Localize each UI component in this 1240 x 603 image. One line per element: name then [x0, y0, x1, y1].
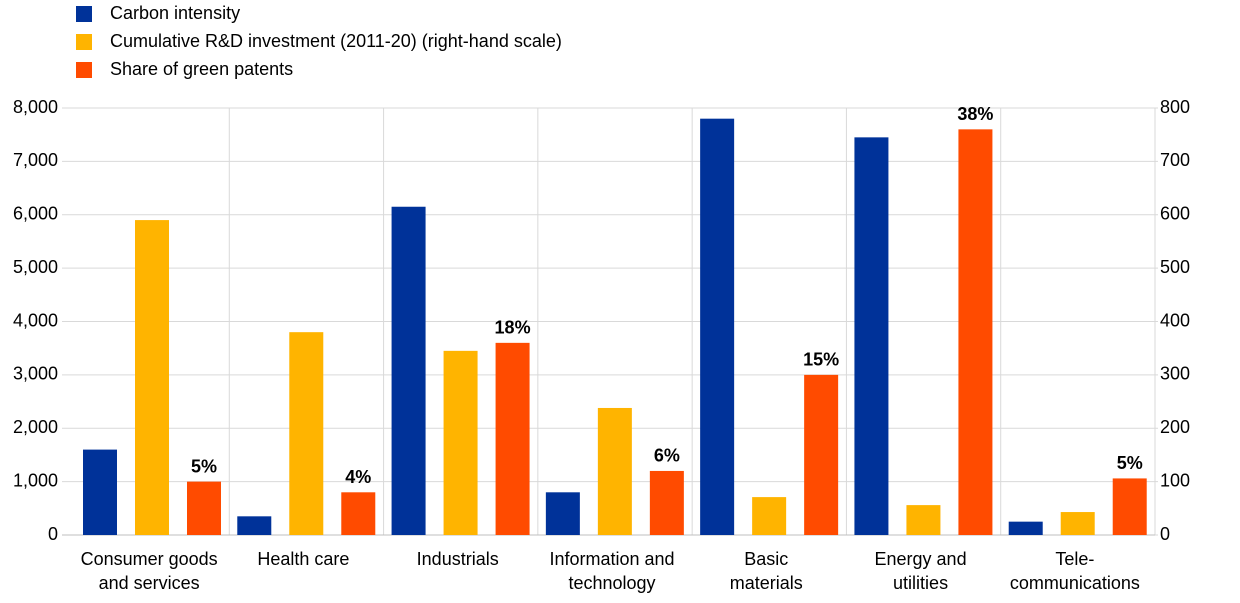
bar: [752, 497, 787, 535]
y2-tick-label: 700: [1160, 150, 1190, 170]
data-label: 15%: [803, 350, 839, 370]
bar: [854, 137, 889, 535]
data-label: 4%: [345, 467, 371, 487]
data-label: 18%: [495, 318, 531, 338]
bar: [804, 374, 839, 535]
x-tick-label: Industrials: [416, 549, 499, 569]
y-tick-label: 7,000: [13, 150, 58, 170]
bar: [700, 118, 735, 536]
legend-label: Carbon intensity: [110, 3, 240, 23]
bar: [1112, 478, 1147, 535]
bar: [237, 516, 272, 535]
y2-tick-label: 0: [1160, 524, 1170, 544]
bar: [1008, 521, 1043, 535]
y2-tick-label: 500: [1160, 257, 1190, 277]
legend-label: Cumulative R&D investment (2011-20) (rig…: [110, 31, 562, 51]
y2-tick-label: 600: [1160, 204, 1190, 224]
data-label: 5%: [1117, 453, 1143, 473]
legend-swatch: [76, 6, 92, 22]
legend-swatch: [76, 34, 92, 50]
y-tick-label: 1,000: [13, 470, 58, 490]
bar: [83, 449, 117, 535]
y2-tick-label: 100: [1160, 470, 1190, 490]
bar: [135, 220, 169, 535]
bar: [341, 492, 376, 535]
x-tick-label: Health care: [257, 549, 350, 569]
bar: [1060, 512, 1095, 535]
y-tick-label: 2,000: [13, 417, 58, 437]
bar: [289, 332, 324, 535]
bar: [649, 470, 684, 535]
y2-tick-label: 800: [1160, 97, 1190, 117]
bar: [391, 206, 426, 535]
y2-tick-label: 400: [1160, 310, 1190, 330]
x-tick-label: Energy and utilities: [874, 549, 967, 593]
bar: [906, 505, 941, 535]
x-tick-label: Tele- communications: [1009, 549, 1140, 593]
x-tick-label: Basic materials: [729, 549, 803, 593]
y-tick-label: 4,000: [13, 310, 58, 330]
bar: [495, 342, 530, 535]
y-tick-label: 3,000: [13, 364, 58, 384]
x-tick-label: Consumer goods and services: [80, 549, 218, 593]
bar: [443, 350, 478, 535]
y-tick-label: 8,000: [13, 97, 58, 117]
data-label: 6%: [654, 446, 680, 466]
y2-tick-label: 300: [1160, 364, 1190, 384]
y-tick-label: 0: [48, 524, 58, 544]
bar: [958, 129, 993, 535]
y-tick-label: 6,000: [13, 204, 58, 224]
legend-swatch: [76, 62, 92, 78]
y-tick-label: 5,000: [13, 257, 58, 277]
x-tick-label: Information and technology: [549, 549, 675, 593]
legend-label: Share of green patents: [110, 59, 293, 79]
y2-tick-label: 200: [1160, 417, 1190, 437]
data-label: 38%: [957, 104, 993, 124]
bar: [545, 492, 580, 535]
bar: [597, 407, 632, 535]
data-label: 5%: [191, 456, 217, 476]
bar: [187, 481, 221, 535]
